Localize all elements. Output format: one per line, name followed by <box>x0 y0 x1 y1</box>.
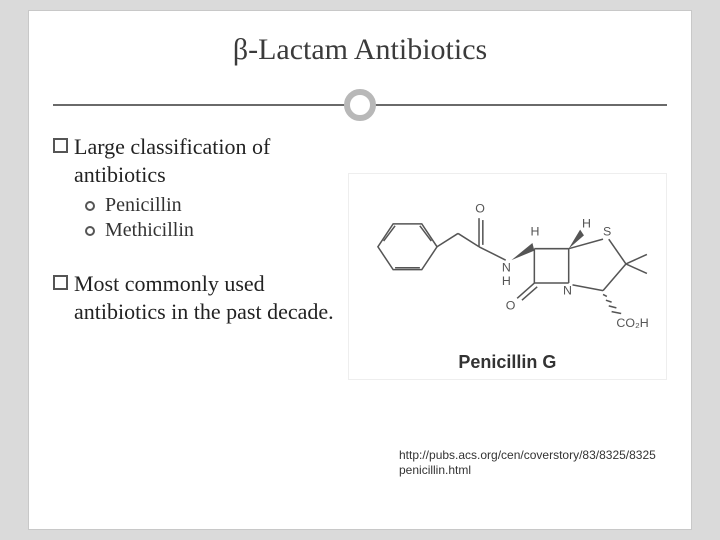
title-divider <box>53 85 667 125</box>
slide-container: β-Lactam Antibiotics Large classificatio… <box>28 10 692 530</box>
sub-list: Penicillin Methicillin <box>85 194 340 242</box>
penicillin-structure-svg: O N H H <box>355 180 660 342</box>
svg-text:H: H <box>582 217 591 231</box>
svg-text:N: N <box>502 261 511 275</box>
square-bullet-icon <box>53 138 68 153</box>
svg-text:S: S <box>603 224 611 238</box>
sub-bullet-text: Penicillin <box>105 194 182 217</box>
circle-bullet-icon <box>85 201 95 211</box>
svg-text:H: H <box>530 224 539 238</box>
svg-text:N: N <box>563 283 572 297</box>
sub-bullet-2: Methicillin <box>85 219 340 242</box>
bullet-text: Most commonly used antibiotics in the pa… <box>74 270 340 325</box>
svg-text:O: O <box>475 201 485 215</box>
svg-text:CO₂H: CO₂H <box>616 316 648 330</box>
chemical-structure: O N H H <box>348 173 667 380</box>
svg-text:H: H <box>502 274 511 288</box>
content-area: Large classification of antibiotics Peni… <box>29 133 691 380</box>
bullet-text: Large classification of antibiotics <box>74 133 340 188</box>
slide-title: β-Lactam Antibiotics <box>29 11 691 85</box>
left-column: Large classification of antibiotics Peni… <box>53 133 348 380</box>
svg-text:O: O <box>505 299 515 313</box>
square-bullet-icon <box>53 275 68 290</box>
chemical-caption: Penicillin G <box>355 352 660 373</box>
divider-circle-icon <box>344 89 376 121</box>
citation-text: http://pubs.acs.org/cen/coverstory/83/83… <box>399 448 661 477</box>
bullet-point-2: Most commonly used antibiotics in the pa… <box>53 270 340 325</box>
circle-bullet-icon <box>85 226 95 236</box>
bullet-point-1: Large classification of antibiotics Peni… <box>53 133 340 242</box>
right-column: O N H H <box>348 133 667 380</box>
sub-bullet-1: Penicillin <box>85 194 340 217</box>
sub-bullet-text: Methicillin <box>105 219 194 242</box>
